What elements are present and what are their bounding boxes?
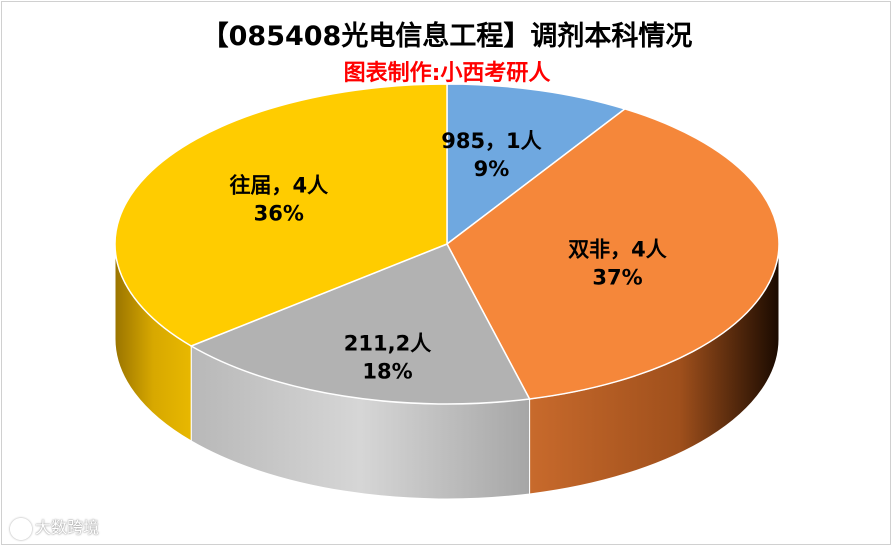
chart-title: 【085408光电信息工程】调剂本科情况 xyxy=(201,21,693,52)
pie-label-layer: 985，1人 9% 双非，4人 37% 211,2人 18% 往届，4人 36% xyxy=(229,129,666,384)
slice-percent-211: 18% xyxy=(362,359,412,383)
pie-slice-双非 xyxy=(446,108,780,400)
slice-label-双非: 双非，4人 xyxy=(568,237,667,261)
slice-percent-985: 9% xyxy=(474,157,510,181)
slice-percent-往届: 36% xyxy=(254,201,304,225)
chart-subtitle: 图表制作:小西考研人 xyxy=(343,61,551,86)
pie-top-layer xyxy=(114,83,780,405)
watermark-logo-icon xyxy=(10,517,32,540)
pie-slice-往届 xyxy=(114,83,448,347)
watermark-text: 大数跨境 xyxy=(35,518,100,537)
watermark: 大数跨境 xyxy=(10,514,99,540)
slice-label-211: 211,2人 xyxy=(344,331,431,355)
pie-slice-211 xyxy=(189,243,531,405)
slice-label-往届: 往届，4人 xyxy=(229,173,328,197)
pie-slice-985 xyxy=(446,83,627,246)
slice-label-985: 985，1人 xyxy=(441,129,541,153)
slice-percent-双非: 37% xyxy=(592,265,642,289)
